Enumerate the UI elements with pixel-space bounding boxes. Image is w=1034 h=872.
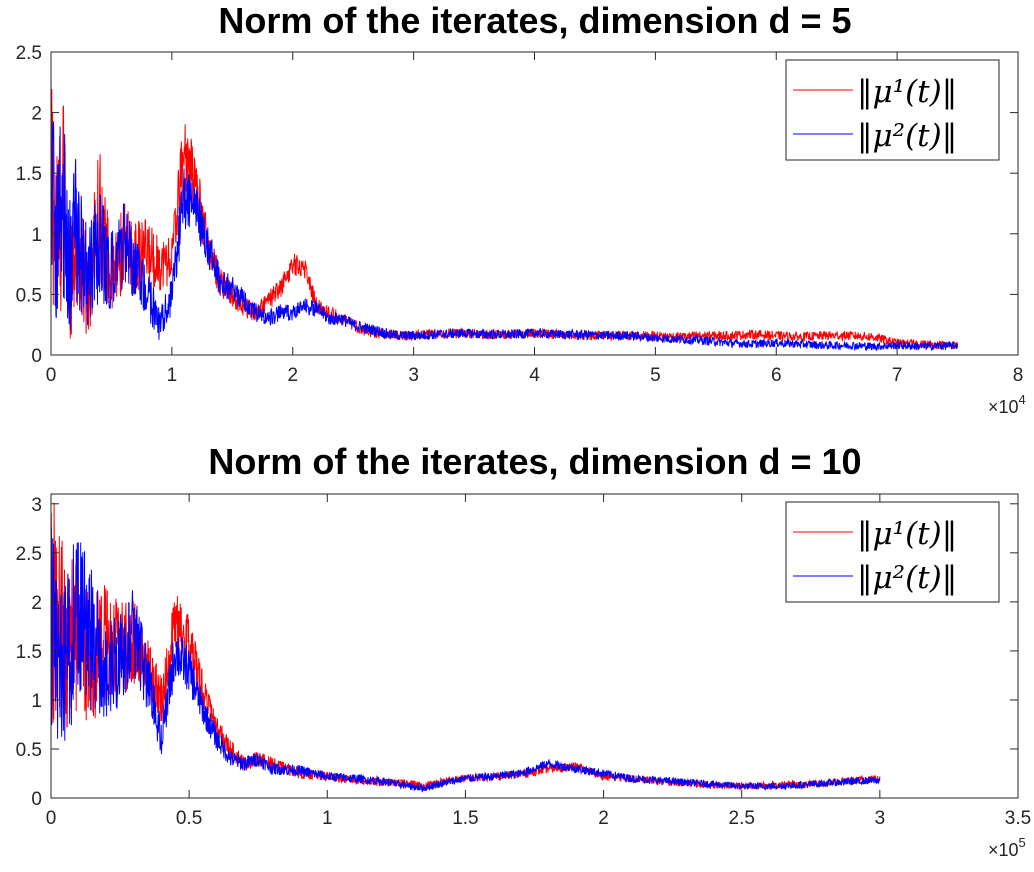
x-tick-label: 8 [1013,365,1024,386]
legend-box [785,501,1000,603]
x-tick-label: 2 [287,365,298,386]
x-tick-label: 1 [322,808,333,829]
series-line-2 [50,527,881,793]
x-exponent-label: ×105 [988,835,1026,860]
y-tick-label: 1 [31,691,42,712]
y-tick-label: 2 [31,104,42,125]
legend-label-2: ‖μ²(t)‖ [857,560,957,596]
axes-frame [50,493,1019,799]
x-tick-label: 0 [46,808,57,829]
y-tick-label: 3 [31,495,42,516]
legend-box [785,59,1000,161]
x-tick-label: 2.5 [729,808,755,829]
legend: ‖μ¹(t)‖ ‖μ²(t)‖ [785,501,1000,603]
x-tick-label: 3 [875,808,886,829]
chart-title-d10: Norm of the iterates, dimension d = 10 [208,441,862,482]
y-tick-label: 0.5 [16,285,42,306]
x-tick-label: 1 [167,365,178,386]
y-tick-label: 0 [31,346,42,367]
y-tick-label: 2 [31,593,42,614]
series-line-2 [50,90,959,352]
chart-title-d5: Norm of the iterates, dimension d = 5 [218,0,852,41]
y-tick-label: 1 [31,225,42,246]
y-tick-label: 0 [31,789,42,810]
chart-1: 0 0.5 1 1.5 2 2.5 3 3.5 0 0.5 1 1.5 2 2.5 3 ×105 ‖μ¹(t)‖… [16,493,1031,860]
y-tick-label: 0.5 [16,740,42,761]
x-tick-label: 3 [408,365,419,386]
x-tick-label: 6 [771,365,782,386]
y-tick-label: 2.5 [16,544,42,565]
legend: ‖μ¹(t)‖ ‖μ²(t)‖ [785,59,1000,161]
legend-label-2: ‖μ²(t)‖ [857,118,957,154]
y-tick-label: 2.5 [16,43,42,64]
chart-0: 0 1 2 3 4 5 6 7 8 0 0.5 1 1.5 2 2.5 ×104 ‖μ¹(t)‖ ‖μ²(t)‖ [16,43,1026,417]
x-tick-label: 2 [598,808,609,829]
legend-label-1: ‖μ¹(t)‖ [857,74,957,110]
x-tick-label: 5 [650,365,661,386]
x-tick-label: 0.5 [176,808,202,829]
series-line-1 [50,502,881,792]
x-exponent-label: ×104 [988,392,1026,417]
y-tick-label: 1.5 [16,164,42,185]
x-tick-label: 1.5 [452,808,478,829]
x-tick-label: 3.5 [1005,808,1031,829]
x-tick-label: 7 [892,365,903,386]
y-tick-label: 1.5 [16,642,42,663]
x-tick-label: 4 [529,365,540,386]
legend-label-1: ‖μ¹(t)‖ [857,516,957,552]
x-tick-label: 0 [46,365,57,386]
